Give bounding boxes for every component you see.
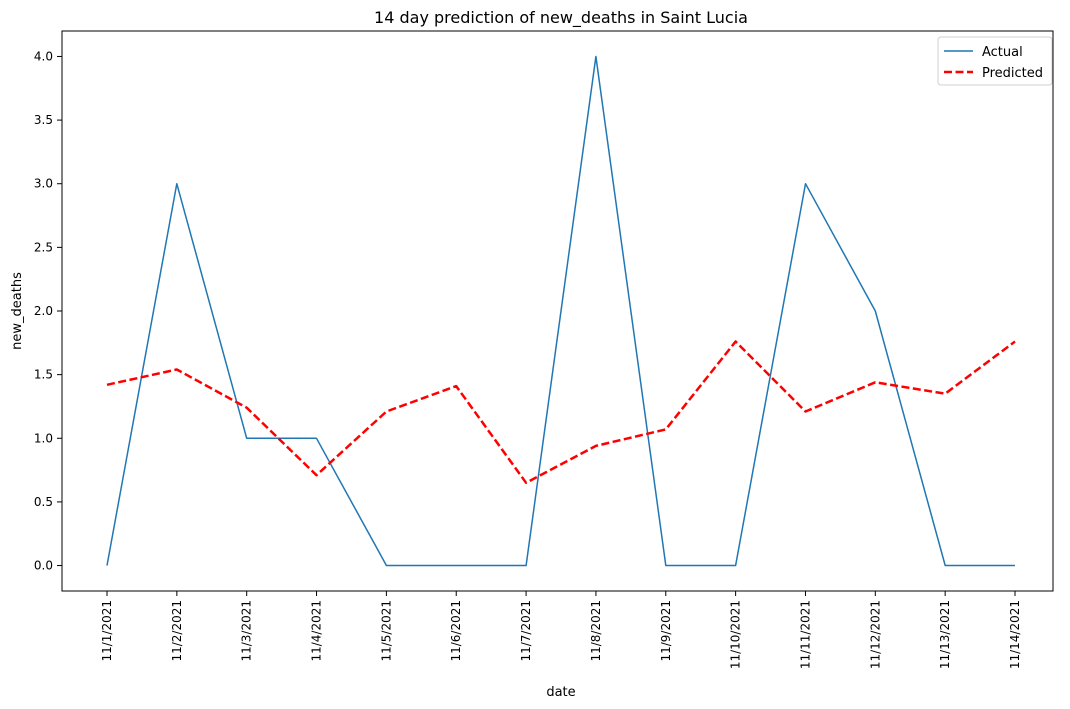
- y-tick-label: 3.0: [34, 177, 53, 191]
- y-axis: 0.0 0.5 1.0 1.5 2.0 2.5 3.0 3.5 4.0: [34, 49, 62, 573]
- x-tick-label: 11/7/2021: [519, 600, 533, 662]
- y-tick-label: 0.5: [34, 495, 53, 509]
- x-tick-label: 11/1/2021: [100, 600, 114, 662]
- x-axis-label: date: [546, 685, 575, 700]
- series-line-actual: [106, 55, 1015, 567]
- y-tick-label: 3.5: [34, 113, 53, 127]
- y-tick-label: 1.0: [34, 431, 53, 445]
- x-tick-label: 11/10/2021: [729, 600, 743, 669]
- x-tick-label: 11/13/2021: [938, 600, 952, 669]
- x-tick-label: 11/3/2021: [240, 600, 254, 662]
- x-tick-label: 11/8/2021: [589, 600, 603, 662]
- legend-label-actual: Actual: [982, 45, 1023, 60]
- x-axis: 11/1/2021 11/2/2021 11/3/2021 11/4/2021 11/5…: [100, 591, 1022, 669]
- series-layer: [106, 55, 1016, 567]
- x-tick-label: 11/9/2021: [659, 600, 673, 662]
- series-line-predicted: [106, 340, 1016, 485]
- y-tick-label: 2.5: [34, 240, 53, 254]
- plot-area: [61, 30, 1054, 592]
- chart-title: 14 day prediction of new_deaths in Saint…: [374, 8, 748, 28]
- x-tick-label: 11/5/2021: [379, 600, 393, 662]
- x-tick-label: 11/12/2021: [868, 600, 882, 669]
- y-tick-label: 4.0: [34, 49, 53, 63]
- y-tick-label: 1.5: [34, 368, 53, 382]
- x-tick-label: 11/2/2021: [170, 600, 184, 662]
- x-tick-label: 11/11/2021: [798, 600, 812, 669]
- legend-label-predicted: Predicted: [982, 66, 1043, 81]
- x-tick-label: 11/14/2021: [1008, 600, 1022, 669]
- legend-box: [937, 36, 1053, 86]
- y-tick-label: 0.0: [34, 559, 53, 573]
- x-tick-label: 11/4/2021: [310, 600, 324, 662]
- x-tick-label: 11/6/2021: [449, 600, 463, 662]
- y-axis-label: new_deaths: [10, 272, 25, 350]
- y-tick-label: 2.0: [34, 304, 53, 318]
- legend: Actual Predicted: [937, 36, 1053, 86]
